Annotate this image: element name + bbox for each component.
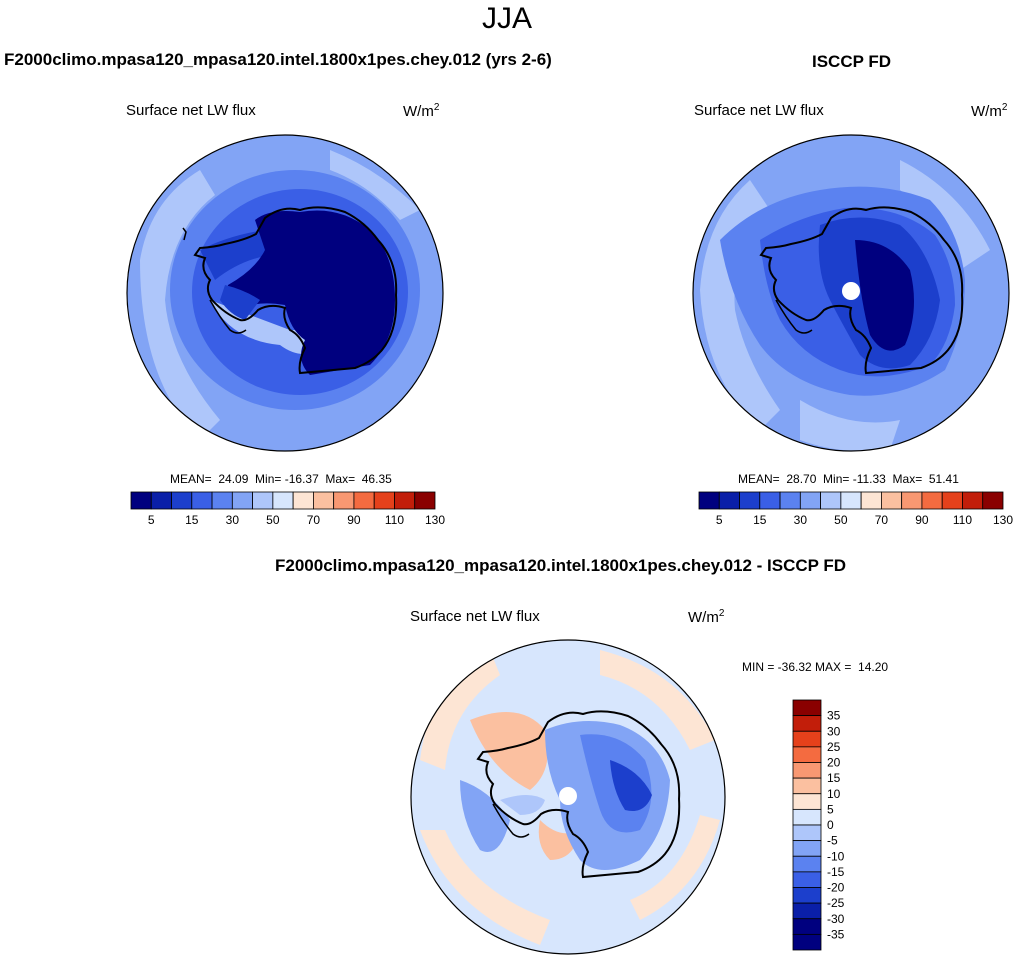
colorbar-swatch <box>353 491 375 510</box>
colorbar-label: 5 <box>148 513 155 527</box>
colorbar-swatch <box>962 491 984 510</box>
colorbar-label: 5 <box>827 802 834 816</box>
colorbar-label: 130 <box>993 513 1013 527</box>
colorbar-label: 25 <box>827 740 841 754</box>
panel-1-title: F2000climo.mpasa120_mpasa120.intel.1800x… <box>4 50 552 69</box>
colorbar-label: 90 <box>347 513 361 527</box>
colorbar-swatch <box>792 902 822 920</box>
colorbar-swatch <box>191 491 213 510</box>
colorbar-swatch <box>921 491 943 510</box>
colorbar-label: -25 <box>827 896 845 910</box>
colorbar-swatch <box>394 491 416 510</box>
panel-2-map <box>692 134 1010 452</box>
panel-3-units: W/m2 <box>688 608 725 626</box>
colorbar-label: -35 <box>827 927 845 941</box>
panel-1-variable: Surface net LW flux <box>126 102 256 119</box>
colorbar-swatch <box>860 491 882 510</box>
colorbar-swatch <box>792 840 822 857</box>
colorbar-label: -30 <box>827 912 845 926</box>
colorbar-swatch <box>292 491 314 510</box>
colorbar-swatch <box>779 491 801 510</box>
colorbar-swatch <box>901 491 923 510</box>
colorbar-swatch <box>759 491 781 510</box>
colorbar-swatch <box>792 918 822 935</box>
colorbar-swatch <box>792 824 822 842</box>
colorbar-swatch <box>840 491 862 510</box>
panel-2-title: ISCCP FD <box>812 52 892 71</box>
colorbar-label: -20 <box>827 881 845 895</box>
colorbar-swatch <box>252 491 274 510</box>
figure-title: JJA <box>481 2 532 35</box>
colorbar-label: 70 <box>875 513 889 527</box>
colorbar-swatch <box>792 855 822 873</box>
colorbar-label: 90 <box>915 513 929 527</box>
colorbar-swatch <box>373 491 395 510</box>
panel-1-map <box>126 134 444 452</box>
panel-2-stats: MEAN= 28.70 Min= -11.33 Max= 51.41 <box>738 472 959 486</box>
panel-2-variable: Surface net LW flux <box>694 102 824 119</box>
colorbar-swatch <box>718 491 740 510</box>
colorbar-swatch <box>150 491 172 510</box>
colorbar-label: -5 <box>827 834 838 848</box>
colorbar-swatch <box>982 491 1004 510</box>
colorbar-swatch <box>792 933 822 951</box>
colorbar-swatch <box>414 491 436 510</box>
panel-3-stats: MIN = -36.32 MAX = 14.20 <box>742 660 889 674</box>
colorbar-swatch <box>820 491 842 510</box>
colorbar-swatch <box>792 746 822 763</box>
colorbar-swatch <box>792 887 822 904</box>
colorbar-swatch <box>792 871 822 888</box>
colorbar-swatch <box>792 762 822 779</box>
colorbar-label: 30 <box>827 724 841 738</box>
colorbar-label: 20 <box>827 756 841 770</box>
colorbar-swatch <box>792 793 822 810</box>
colorbar-swatch <box>312 491 335 510</box>
panel-1-colorbar: 5 15 30 50 70 90 110 130 <box>130 491 445 527</box>
colorbar-swatch <box>171 491 193 510</box>
colorbar-swatch <box>792 730 822 748</box>
colorbar-label: 110 <box>385 513 404 527</box>
colorbar-label: 0 <box>827 818 834 832</box>
colorbar-label: 15 <box>185 513 199 527</box>
panel-3-variable: Surface net LW flux <box>410 608 540 625</box>
colorbar-label: 50 <box>266 513 280 527</box>
panel-1-units: W/m2 <box>403 102 440 120</box>
colorbar-swatch <box>799 491 821 510</box>
colorbar-label: 30 <box>226 513 240 527</box>
colorbar-swatch <box>739 491 761 510</box>
colorbar-swatch <box>130 491 152 510</box>
colorbar-label: 130 <box>425 513 445 527</box>
colorbar-label: 10 <box>827 787 841 801</box>
colorbar-swatch <box>698 491 720 510</box>
colorbar-label: 70 <box>307 513 321 527</box>
colorbar-label: 15 <box>753 513 767 527</box>
panel-1-stats: MEAN= 24.09 Min= -16.37 Max= 46.35 <box>170 472 392 486</box>
colorbar-swatch <box>792 715 822 732</box>
colorbar-label: 110 <box>953 513 972 527</box>
colorbar-swatch <box>881 491 903 510</box>
colorbar-swatch <box>333 491 355 510</box>
panel-2-colorbar: 5 15 30 50 70 90 110 130 <box>698 491 1013 527</box>
colorbar-label: -15 <box>827 865 845 879</box>
colorbar-swatch <box>231 491 253 510</box>
colorbar-swatch <box>272 491 294 510</box>
colorbar-swatch <box>792 808 822 826</box>
colorbar-label: 5 <box>716 513 723 527</box>
colorbar-label: 35 <box>827 709 841 723</box>
colorbar-swatch <box>211 491 233 510</box>
panel-3-map <box>410 639 726 955</box>
colorbar-swatch <box>792 699 822 717</box>
colorbar-label: -10 <box>827 849 845 863</box>
panel-3-title: F2000climo.mpasa120_mpasa120.intel.1800x… <box>275 556 847 575</box>
colorbar-swatch <box>792 777 822 795</box>
colorbar-label: 30 <box>794 513 808 527</box>
colorbar-label: 50 <box>834 513 848 527</box>
colorbar-swatch <box>941 491 963 510</box>
panel-2-units: W/m2 <box>971 102 1008 120</box>
colorbar-label: 15 <box>827 771 841 785</box>
